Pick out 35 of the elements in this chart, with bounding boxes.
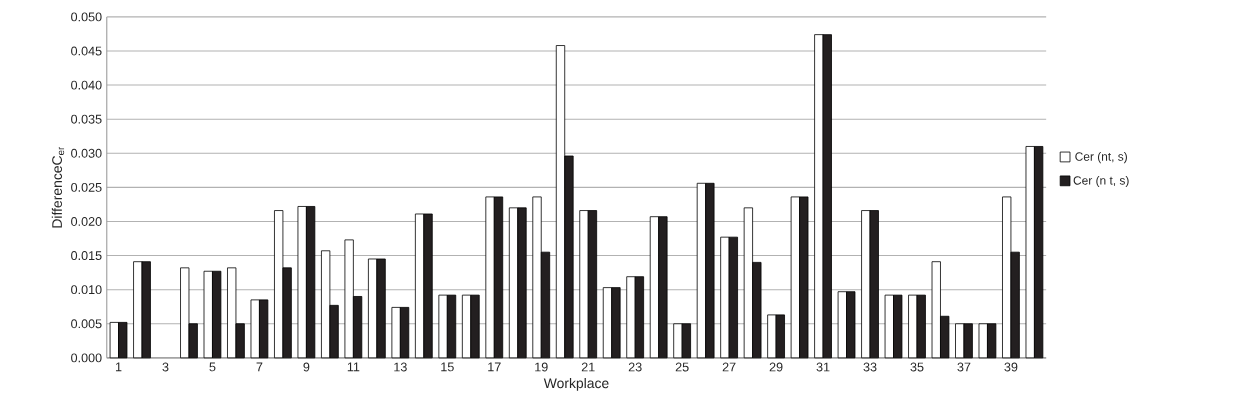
y-tick-label: 0.035 [71,114,102,124]
x-tick-label: 39 [1004,362,1018,372]
x-tick-label: 25 [675,362,689,372]
y-tick-label: 0.020 [71,217,102,227]
y-tick-label: 0.015 [71,251,102,261]
x-tick-label: 29 [769,362,783,372]
x-axis-title: Workplace [543,378,609,392]
y-tick-label: 0.010 [71,285,102,295]
x-tick-label: 33 [863,362,877,372]
x-tick-label: 17 [488,362,501,372]
y-tick-label: 0.040 [71,80,102,90]
x-tick-label: 27 [722,362,736,372]
legend-label: Cer (nt, s) [1075,152,1127,164]
x-tick-label: 21 [581,362,595,372]
y-tick-label: 0.045 [71,46,102,56]
x-tick-label: 3 [162,362,169,372]
x-tick-label: 11 [347,362,360,372]
x-tick-label: 37 [957,362,971,372]
y-tick-label: 0.030 [71,149,102,158]
x-tick-label: 19 [535,362,548,372]
y-tick-label: 0.000 [71,353,102,363]
y-tick-label: 0.025 [71,183,102,193]
x-tick-label: 35 [910,362,924,372]
y-tick-label: 0.050 [71,12,102,22]
y-tick-label: 0.005 [71,319,102,329]
x-tick-label: 31 [816,362,830,372]
x-tick-label: 15 [441,362,454,372]
x-tick-label: 13 [394,362,407,372]
x-tick-label: 23 [628,362,642,372]
x-tick-label: 1 [115,362,122,372]
y-axis-title: DifferenceC$_{er}$ [51,147,65,228]
legend-label: Cer (n t, s) [1073,176,1129,188]
x-tick-label: 7 [256,362,263,372]
x-tick-label: 5 [209,362,216,372]
x-tick-label: 9 [303,362,310,372]
